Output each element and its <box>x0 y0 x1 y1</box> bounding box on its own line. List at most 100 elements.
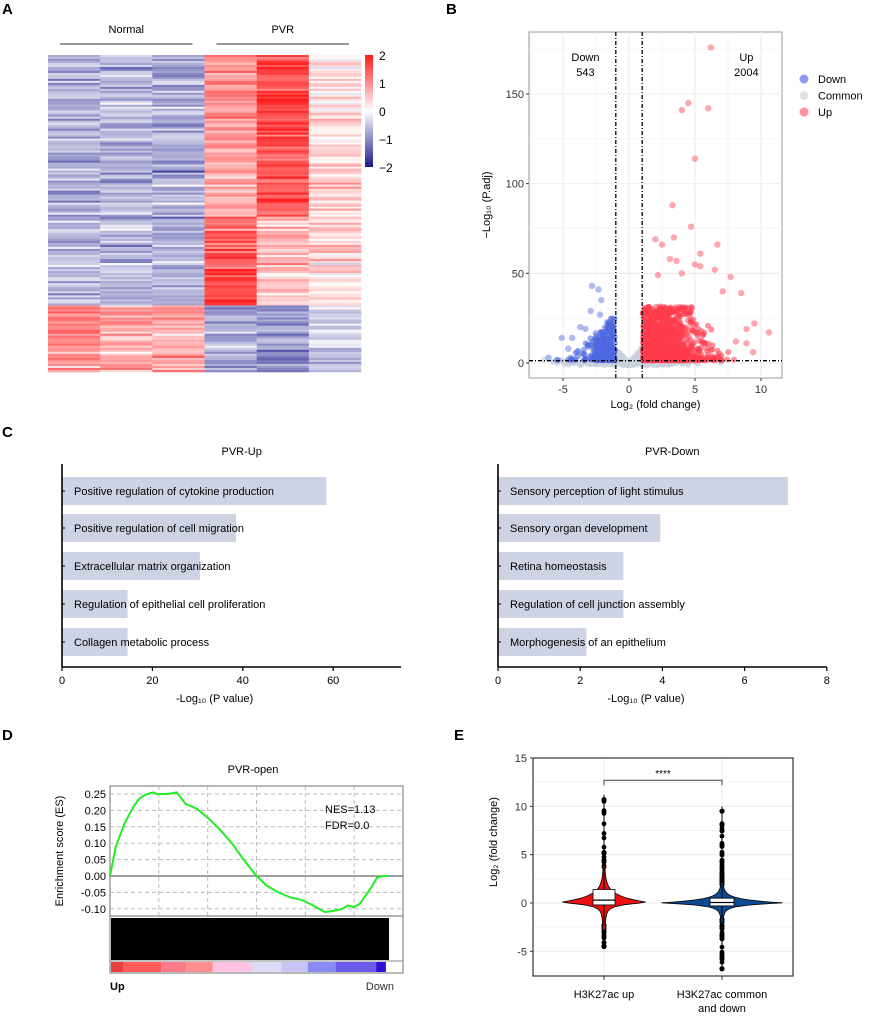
heatmap-cell <box>204 94 257 98</box>
heatmap-cell <box>256 174 310 177</box>
heatmap-cell <box>308 293 362 296</box>
heatmap-cell <box>48 313 101 316</box>
heatmap-cell <box>256 176 310 179</box>
data-point-up <box>694 345 701 352</box>
heatmap-cell <box>48 273 101 276</box>
heatmap-cell <box>152 194 205 197</box>
y-tick-label: 0.05 <box>85 855 106 867</box>
data-point-up <box>688 342 695 349</box>
rank-color-segment <box>307 962 336 972</box>
heatmap-cell <box>100 212 153 215</box>
x-tick-label: 20 <box>146 675 158 687</box>
outlier-point <box>719 936 725 941</box>
heatmap-cell <box>152 353 205 357</box>
heatmap-cell <box>256 265 310 268</box>
heatmap-cell <box>204 291 257 294</box>
heatmap-cell <box>100 64 153 68</box>
data-point-down <box>587 335 594 342</box>
outlier-point <box>601 929 607 935</box>
heatmap-cell <box>100 216 153 219</box>
heatmap-cell <box>256 287 310 290</box>
heatmap-cell <box>100 70 153 74</box>
heatmap-cell <box>100 56 153 60</box>
heatmap-cell <box>48 224 101 228</box>
heatmap-cell <box>100 100 153 104</box>
heatmap-cell <box>152 218 205 222</box>
gsea-stat-label: FDR=0.0 <box>325 820 369 832</box>
heatmap-cell <box>308 222 362 226</box>
data-point-up <box>680 351 687 358</box>
heatmap-cell <box>204 210 257 213</box>
heatmap-cell <box>48 176 101 179</box>
gsea-plot-panel: PVR-open 0.25 0.20 0.15 0.10 0.05 0.00 -0.05 -0.… <box>54 764 404 993</box>
outlier-point <box>719 828 725 834</box>
heatmap-cell <box>256 248 310 252</box>
heatmap-cell <box>100 317 153 320</box>
x-tick-label: 60 <box>327 675 339 687</box>
heatmap-cell <box>308 158 362 161</box>
heatmap-cell <box>152 190 205 193</box>
heatmap-cell <box>204 72 257 76</box>
data-point-up <box>678 333 684 340</box>
heatmap-cell <box>256 160 310 163</box>
data-point-down <box>595 347 601 354</box>
y-tick-label: 5 <box>521 850 527 862</box>
heatmap-cell <box>256 126 310 129</box>
heatmap-cell <box>308 363 362 367</box>
heatmap-cell <box>308 315 362 318</box>
heatmap-cell <box>204 337 257 341</box>
heatmap-cell <box>204 82 257 86</box>
heatmap-cell <box>48 327 101 330</box>
heatmap-cell <box>256 102 310 106</box>
heatmap-cell <box>152 108 205 112</box>
heatmap-cell <box>256 146 310 149</box>
heatmap-cell <box>308 208 362 211</box>
heatmap-cell <box>308 246 362 250</box>
heatmap-cell <box>256 351 310 355</box>
heatmap-cell <box>308 168 362 171</box>
heatmap-cell <box>48 206 101 209</box>
heatmap-cell <box>152 242 205 246</box>
heatmap-cell <box>48 305 101 308</box>
heatmap-cell <box>100 252 153 256</box>
heatmap-cell <box>48 142 101 145</box>
heatmap-cell <box>152 150 205 153</box>
heatmap-cell <box>256 311 310 314</box>
heatmap-cell <box>152 208 205 211</box>
heatmap-cell <box>308 273 362 276</box>
data-point-up <box>738 289 745 297</box>
heatmap-cell <box>48 244 101 248</box>
heatmap-cell <box>100 343 153 347</box>
data-point-up <box>691 261 699 268</box>
heatmap-cell <box>152 176 205 179</box>
heatmap-cell <box>48 315 101 318</box>
heatmap-cell <box>308 341 362 345</box>
rank-color-segment <box>212 962 252 972</box>
heatmap-cell <box>152 315 205 318</box>
heatmap-cell <box>48 162 101 165</box>
heatmap-cell <box>48 230 101 234</box>
heatmap-cell <box>204 182 257 185</box>
heatmap-cell <box>308 277 362 280</box>
heatmap-cell <box>48 154 101 157</box>
heatmap-cell <box>204 108 257 112</box>
data-point-up <box>654 338 660 345</box>
heatmap-cell <box>100 291 153 294</box>
y-tick-label: 0.10 <box>85 838 106 850</box>
heatmap-cell <box>256 118 310 121</box>
heatmap-cell <box>48 128 101 131</box>
legend-swatch <box>799 91 809 100</box>
heatmap-cell <box>152 329 205 332</box>
heatmap-cell <box>204 176 257 179</box>
heatmap-cell <box>256 190 310 193</box>
heatmap-cell <box>256 96 310 100</box>
outlier-point <box>719 932 725 938</box>
data-point-down <box>581 351 588 358</box>
heatmap-cell <box>48 164 101 167</box>
heatmap-cell <box>152 222 205 226</box>
heatmap-cell <box>204 261 257 264</box>
heatmap-cell <box>256 80 310 84</box>
y-tick-label: 150 <box>506 89 524 101</box>
heatmap-cell <box>204 283 257 286</box>
